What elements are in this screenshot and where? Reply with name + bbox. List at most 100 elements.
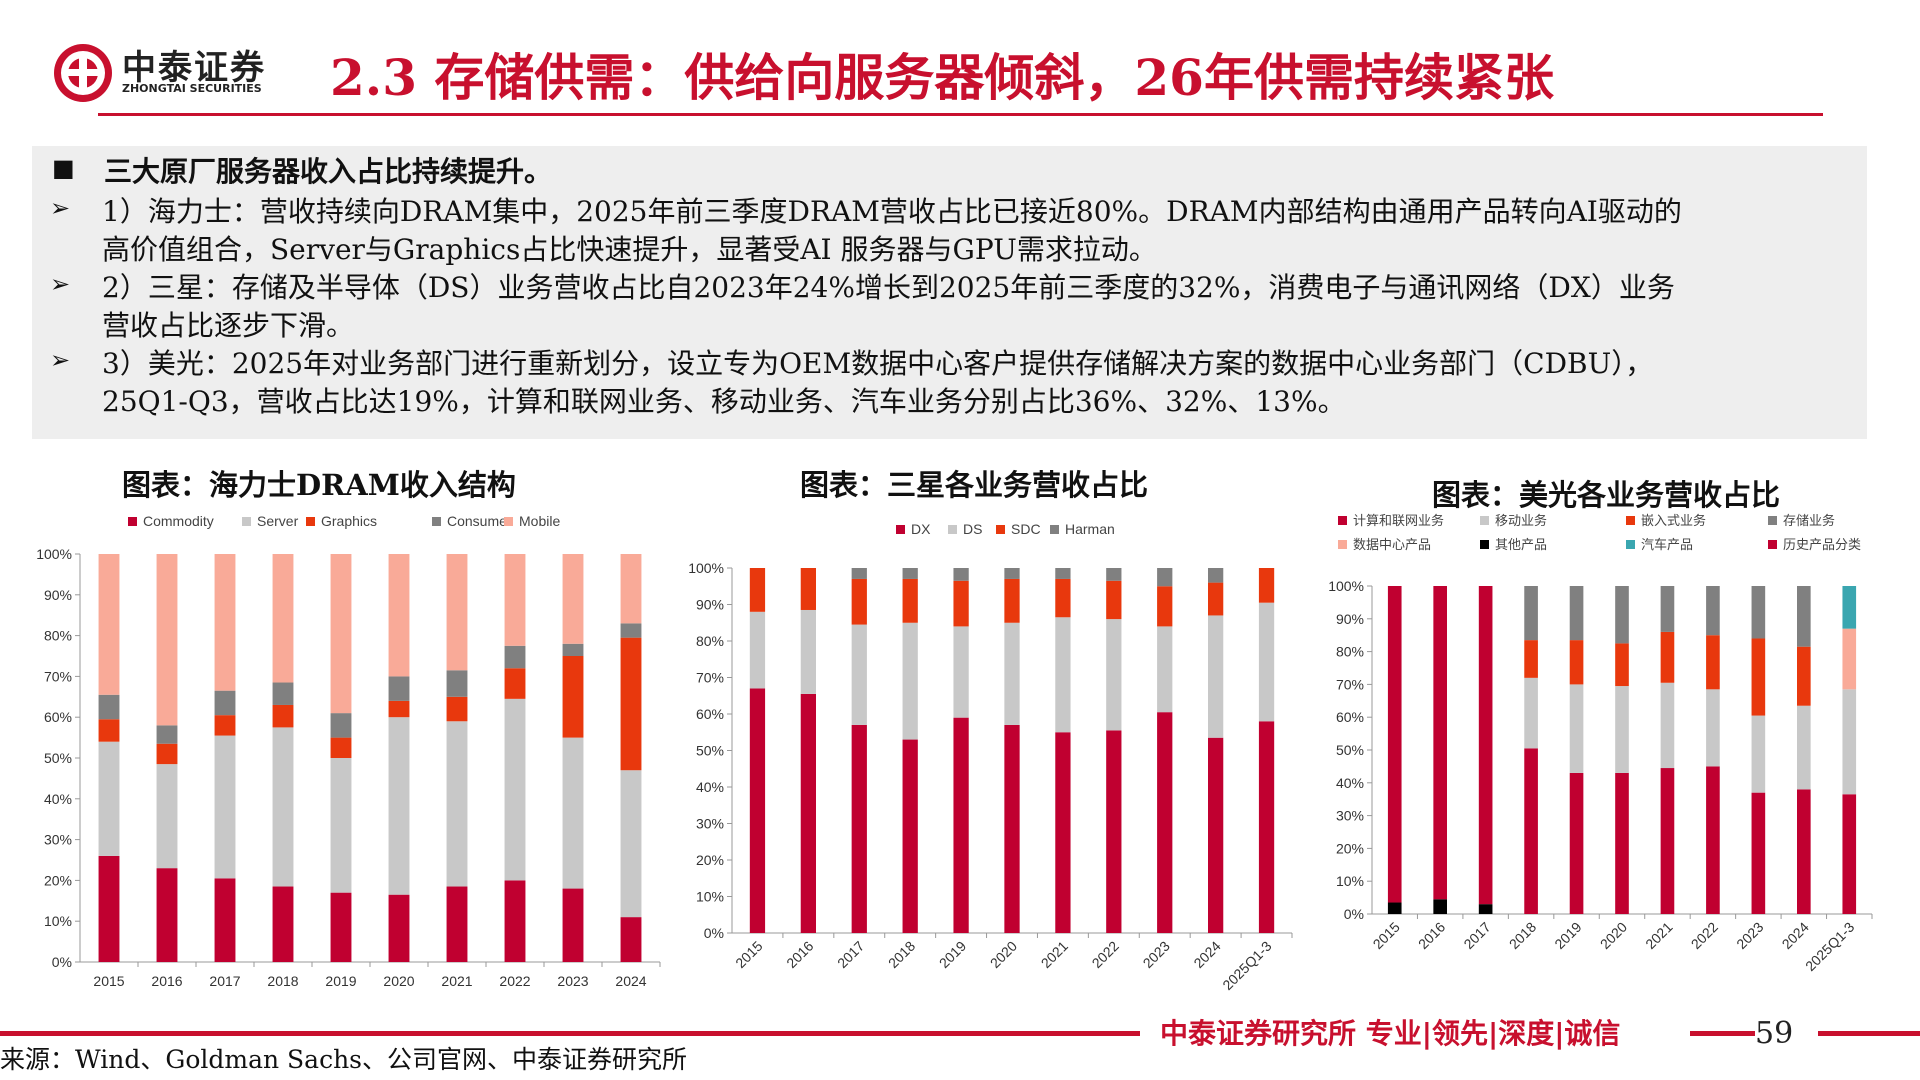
bar-segment (1055, 578, 1071, 618)
legend-label: Server (257, 513, 299, 529)
bar-segment (156, 868, 178, 962)
x-tick-label: 2016 (783, 938, 816, 971)
x-tick-label: 2015 (1370, 919, 1403, 952)
legend-swatch (896, 525, 905, 534)
legend-swatch (1050, 525, 1059, 534)
bar-segment (1615, 772, 1629, 914)
footer-rule (1690, 1031, 1755, 1036)
legend-swatch (1338, 516, 1347, 525)
y-tick-label: 0% (704, 925, 724, 941)
y-tick-label: 0% (1344, 906, 1364, 922)
bar-segment (1569, 772, 1584, 914)
x-tick-label: 2024 (1779, 919, 1812, 952)
bar-segment (1387, 902, 1402, 914)
bar-segment (562, 888, 584, 962)
bar-segment (330, 892, 352, 962)
bullet-samsung-line1: 2）三星：存储及半导体（DS）业务营收占比自2023年24%增长到2025年前三… (102, 271, 1675, 304)
x-tick-label: 2019 (325, 973, 356, 989)
footer-rule (0, 1031, 1140, 1036)
bar-segment (1433, 899, 1447, 914)
x-tick-label: 2019 (936, 938, 969, 971)
legend-swatch (242, 517, 251, 526)
bar-segment (156, 725, 178, 744)
bullet-samsung-line2: 营收占比逐步下滑。 (102, 309, 355, 342)
bar-segment (851, 624, 867, 725)
bar-segment (1208, 737, 1224, 933)
bar-segment (214, 735, 236, 879)
x-tick-label: 2021 (1642, 919, 1675, 952)
bar-segment (1751, 792, 1766, 914)
hynix-dram-revenue-chart: 0% 10% 20% 30% 40% 50% 60% 70% 80% 90% 100% 2015 201… (36, 513, 661, 989)
bar-segment (1055, 568, 1071, 579)
legend-swatch (1626, 540, 1635, 549)
bar-segment (1615, 586, 1629, 644)
bar-segment (1569, 684, 1584, 773)
legend-label: 汽车产品 (1641, 537, 1693, 552)
bar-segment (98, 554, 120, 695)
bar-segment (1208, 615, 1224, 738)
x-tick-label: 2022 (499, 973, 530, 989)
bar-segment (446, 670, 468, 697)
bar-segment (504, 668, 526, 699)
legend-label: 数据中心产品 (1353, 537, 1431, 552)
bar-segment (1004, 578, 1020, 623)
x-tick-label: 2018 (267, 973, 298, 989)
y-tick-label: 100% (688, 560, 724, 576)
bar-segment (1706, 766, 1720, 914)
bar-segment (156, 743, 178, 765)
x-tick-label: 2015 (93, 973, 124, 989)
x-tick-label: 2020 (383, 973, 414, 989)
y-tick-label: 10% (696, 889, 724, 905)
y-tick-label: 40% (44, 791, 72, 807)
x-tick-label: 2015 (732, 938, 765, 971)
arrow-bullet-icon: ➢ (50, 270, 71, 298)
bullet-hynix-line2: 高价值组合，Server与Graphics占比快速提升，显著受AI 服务器与GP… (102, 233, 1157, 266)
bar-segment (98, 719, 120, 742)
bar-segment (1660, 768, 1675, 914)
bar-segment (902, 739, 918, 933)
y-tick-label: 50% (696, 743, 724, 759)
page-number: 59 (1755, 1016, 1794, 1051)
bullet-hynix-line1: 1）海力士：营收持续向DRAM集中，2025年前三季度DRAM营收占比已接近80… (102, 195, 1682, 228)
bar-segment (953, 568, 969, 581)
x-tick-label: 2021 (1038, 938, 1071, 971)
y-tick-label: 60% (696, 706, 724, 722)
y-tick-label: 60% (44, 709, 72, 725)
bar-segment (749, 611, 766, 689)
bar-segment (1842, 586, 1857, 629)
y-tick-label: 20% (696, 852, 724, 868)
bar-segment (800, 568, 816, 610)
bar-segment (1842, 628, 1857, 690)
bar-segment (156, 764, 178, 869)
bullet-micron-line2: 25Q1-Q3，营收占比达19%，计算和联网业务、移动业务、汽车业务分别占比36… (102, 385, 1346, 418)
y-tick-label: 100% (1328, 578, 1364, 594)
x-tick-label: 2018 (1506, 919, 1539, 952)
bar-segment (562, 656, 584, 738)
bar-segment (851, 568, 867, 579)
title-divider (98, 113, 1823, 116)
arrow-bullet-icon: ➢ (50, 194, 71, 222)
bar-segment (388, 676, 410, 701)
bar-segment (446, 886, 468, 962)
bar-segment (446, 696, 468, 722)
bar-segment (330, 554, 352, 714)
bar-segment (1478, 586, 1493, 905)
x-tick-label: 2023 (1733, 919, 1766, 952)
y-tick-label: 40% (1336, 775, 1364, 791)
bar-segment (1524, 677, 1538, 749)
y-tick-label: 20% (44, 872, 72, 888)
bar-segment (1706, 689, 1720, 767)
legend-label: Graphics (321, 513, 377, 529)
bar-segment (504, 645, 526, 669)
bar-segment (1797, 646, 1811, 706)
x-tick-label: 2016 (1415, 919, 1448, 952)
y-tick-label: 90% (696, 597, 724, 613)
legend-label: 计算和联网业务 (1353, 513, 1444, 528)
bar-segment (272, 554, 294, 683)
legend-swatch (948, 525, 957, 534)
y-tick-label: 50% (44, 750, 72, 766)
bar-segment (562, 737, 584, 889)
y-tick-label: 80% (44, 628, 72, 644)
x-tick-label: 2023 (557, 973, 588, 989)
bar-segment (1660, 586, 1675, 632)
